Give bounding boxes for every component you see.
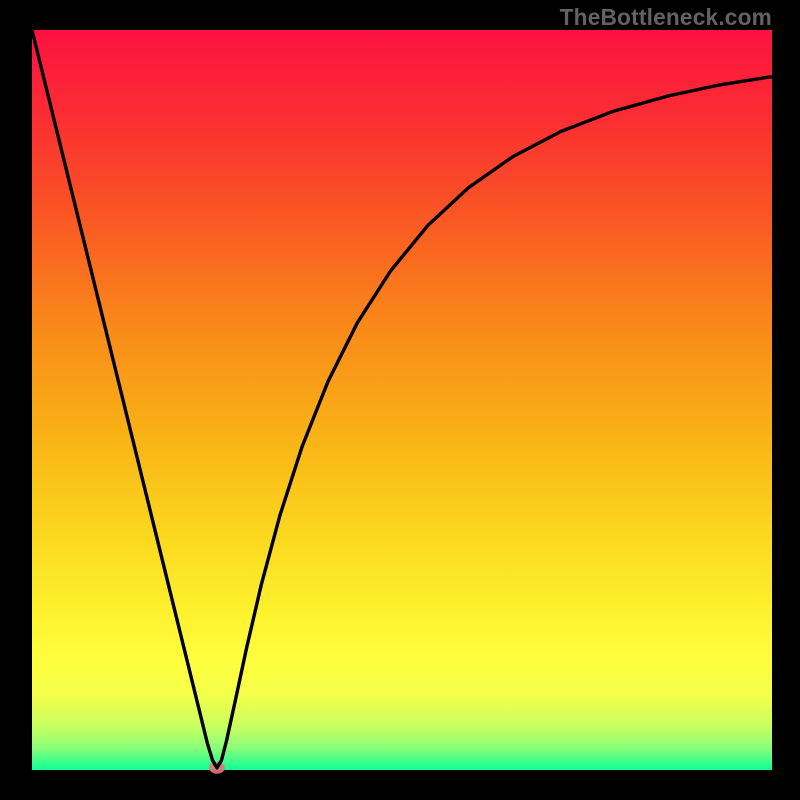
chart-svg — [0, 0, 800, 800]
chart-root: { "canvas": { "width": 800, "height": 80… — [0, 0, 800, 800]
gradient-background — [32, 30, 772, 770]
watermark-text: TheBottleneck.com — [560, 4, 772, 31]
